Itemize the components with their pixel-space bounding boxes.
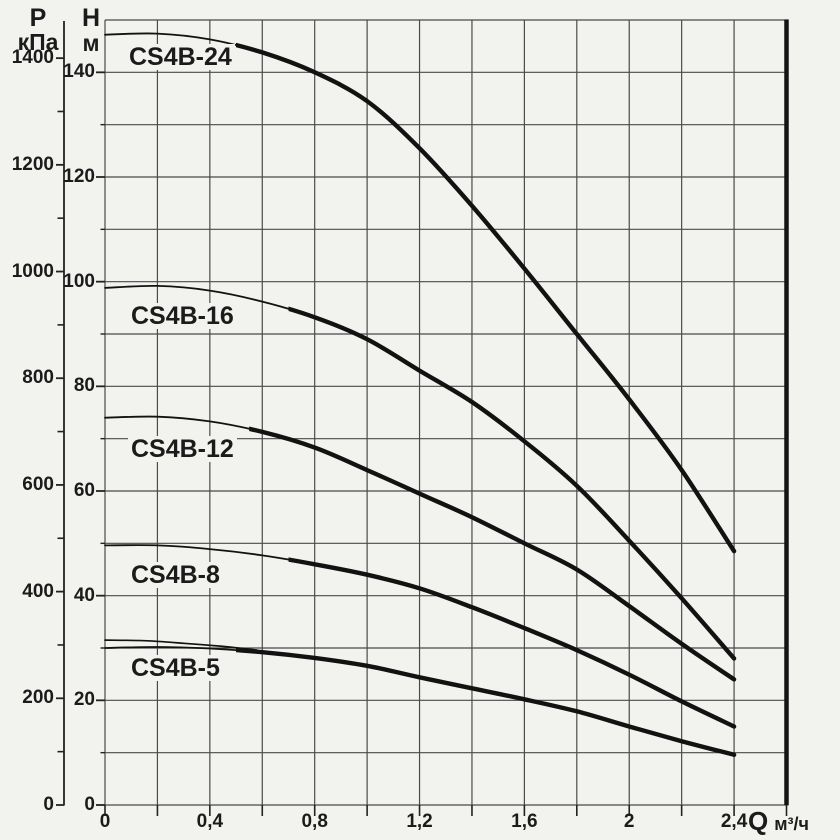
q-axis-tick-label: 0: [99, 811, 111, 832]
p-axis-tick-label: 200: [22, 687, 54, 709]
q-axis-label-group: Q м³/ч: [748, 806, 809, 837]
curve-CS4B-5: [104, 639, 737, 757]
q-axis-title: Q: [748, 806, 769, 836]
h-axis-tick-label: 80: [73, 375, 95, 397]
curve-CS4B-8: [104, 544, 737, 729]
h-axis-tick-label: 40: [73, 584, 95, 606]
p-axis-tick-label: 800: [22, 367, 54, 389]
h-axis-tick-label: 60: [73, 480, 95, 501]
h-axis-title: H: [81, 4, 101, 32]
grid: [104, 19, 789, 806]
q-axis-tick-label: 0,4: [196, 811, 224, 832]
h-axis-tick-label: 100: [63, 270, 95, 292]
q-axis-tick-label: 2,4: [720, 811, 748, 832]
p-axis-title: P: [29, 4, 47, 32]
p-axis-tick-label: 400: [22, 580, 54, 602]
p-axis-unit: кПа: [17, 29, 59, 55]
curve-label-cs4b-16: CS4B-16: [128, 303, 237, 329]
p-axis-tick-label: 1400: [11, 47, 54, 69]
curve-label-cs4b-24: CS4B-24: [126, 44, 235, 70]
q-axis-tick-label: 1,6: [511, 811, 538, 832]
p-axis-tick-label: 600: [22, 473, 54, 495]
curve-CS4B-16: [104, 284, 737, 661]
q-axis-ticks: [104, 805, 788, 816]
q-axis-tick-label: 2: [623, 811, 635, 832]
h-axis-ticks: [96, 71, 105, 806]
q-axis-unit: м³/ч: [774, 814, 809, 834]
curve-label-cs4b-8: CS4B-8: [128, 562, 223, 588]
curve-CS4B-12: [104, 415, 737, 682]
p-axis: [56, 21, 65, 806]
curve-label-cs4b-5: CS4B-5: [128, 655, 223, 681]
h-axis-tick-label: 120: [63, 166, 95, 187]
q-axis-tick-label: 0,8: [301, 811, 328, 832]
h-axis-unit: м: [82, 30, 100, 56]
p-axis-tick-label: 0: [43, 794, 54, 815]
h-axis-tick-label: 0: [84, 794, 95, 815]
q-axis-tick-label: 1,2: [406, 811, 433, 832]
p-axis-tick-label: 1000: [11, 260, 54, 282]
h-axis-tick-label: 140: [63, 61, 95, 83]
h-axis-tick-label: 20: [73, 689, 95, 711]
p-axis-tick-label: 1200: [11, 153, 54, 175]
curve-label-cs4b-12: CS4B-12: [128, 436, 237, 462]
curve-CS4B-24: [104, 32, 737, 554]
